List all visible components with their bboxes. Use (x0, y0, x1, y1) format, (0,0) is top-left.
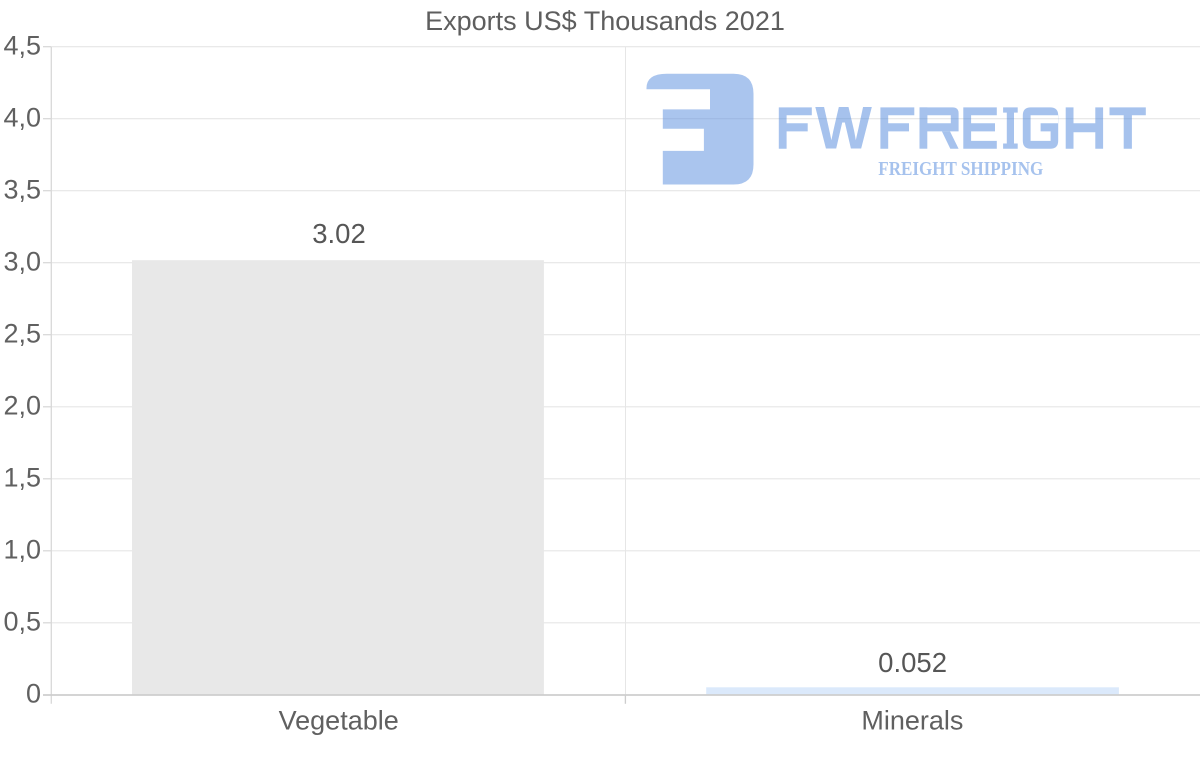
svg-text:0.052: 0.052 (878, 647, 947, 678)
svg-text:2,5: 2,5 (3, 318, 41, 348)
svg-text:2,0: 2,0 (3, 390, 41, 420)
svg-text:3,5: 3,5 (3, 174, 41, 204)
svg-text:0: 0 (26, 678, 41, 708)
svg-text:W: W (815, 95, 872, 162)
svg-text:Vegetable: Vegetable (279, 706, 399, 736)
svg-text:4,0: 4,0 (3, 102, 41, 132)
svg-text:1,0: 1,0 (3, 534, 41, 564)
svg-text:3.02: 3.02 (312, 218, 366, 249)
svg-text:Exports US$ Thousands 2021: Exports US$ Thousands 2021 (425, 6, 785, 36)
svg-text:FREIGHT SHIPPING: FREIGHT SHIPPING (878, 158, 1043, 180)
svg-text:0,5: 0,5 (3, 606, 41, 636)
svg-text:Minerals: Minerals (861, 706, 963, 736)
svg-text:1,5: 1,5 (3, 462, 41, 492)
svg-text:4,5: 4,5 (3, 30, 41, 60)
svg-text:3,0: 3,0 (3, 246, 41, 276)
